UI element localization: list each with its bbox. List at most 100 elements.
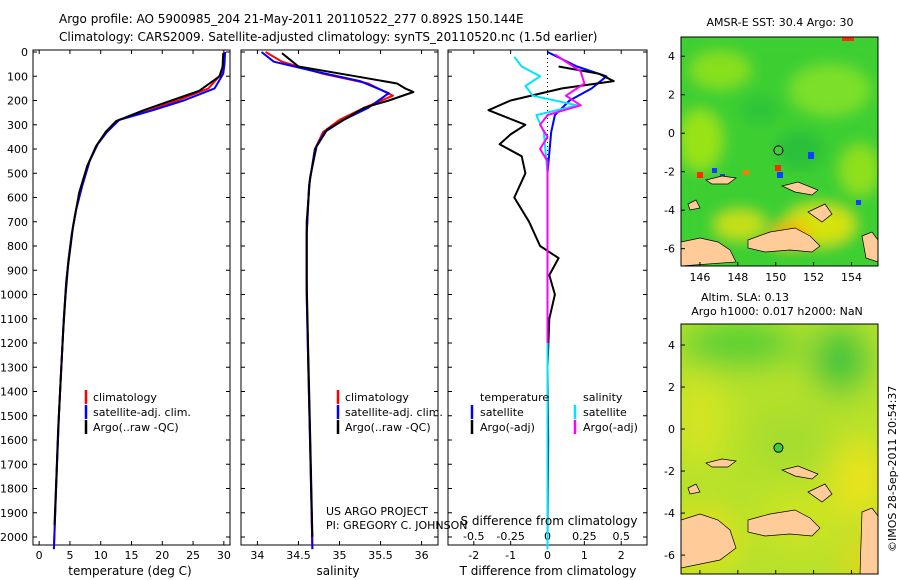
legend-argo: Argo(..raw -QC) xyxy=(93,421,179,434)
x-tick-label: 34.5 xyxy=(286,549,311,562)
argo-position-marker xyxy=(773,145,784,156)
map-y-tick-label: -4 xyxy=(664,507,675,520)
map-y-tick-label: -6 xyxy=(664,243,675,256)
map-y-tick-label: -4 xyxy=(664,204,675,217)
legend-satellite: satellite-adj. clim. xyxy=(345,406,443,419)
legend-climatology: climatology xyxy=(93,391,157,404)
y-tick-label: 1600 xyxy=(0,434,28,447)
map-y-tick-label: -6 xyxy=(664,549,675,562)
series-line-satellite-adj-clim- xyxy=(52,51,227,550)
map-x-tick-label: 154 xyxy=(841,271,862,284)
y-tick-label: 400 xyxy=(7,143,28,156)
sla-map xyxy=(681,324,878,574)
x-tick-label-secondary: 0.5 xyxy=(612,530,630,543)
y-tick-label: 1700 xyxy=(0,458,28,471)
map-x-tick-label: 146 xyxy=(689,271,710,284)
series-line-climatology xyxy=(265,51,394,550)
x-tick-label: -1 xyxy=(505,549,516,562)
legend-t-satellite: satellite xyxy=(480,406,524,419)
y-tick-label: 1100 xyxy=(0,313,28,326)
legend-s-satellite: satellite xyxy=(583,406,627,419)
x-tick-label: 5 xyxy=(66,549,73,562)
series-line-argo-raw-qc- xyxy=(53,53,225,525)
y-tick-label: 600 xyxy=(7,192,28,205)
y-tick-label: 0 xyxy=(21,46,28,59)
series-line-argo-raw-qc- xyxy=(281,52,415,538)
map-y-tick-label: 0 xyxy=(668,127,675,140)
x-tick-label: 35.5 xyxy=(368,549,393,562)
y-tick-label: 1000 xyxy=(0,289,28,302)
map-y-tick-label: 2 xyxy=(668,381,675,394)
y-tick-label: 300 xyxy=(7,119,28,132)
temperature-legend: climatology satellite-adj. clim. Argo(..… xyxy=(84,390,191,434)
sst-map-frame xyxy=(680,36,879,267)
y-tick-label: 500 xyxy=(7,167,28,180)
x-tick-label: 25 xyxy=(186,549,200,562)
x-tick-label: 0 xyxy=(36,549,43,562)
series-line-satellite-adj-clim- xyxy=(260,51,390,550)
sla-map-title-1: Altim. SLA: 0.13 xyxy=(701,291,789,304)
project-annotation: US ARGO PROJECT xyxy=(326,505,428,518)
x-tick-label: 1 xyxy=(581,549,588,562)
legend-climatology: climatology xyxy=(345,391,409,404)
profile-series xyxy=(52,51,615,550)
map-x-tick-label: 148 xyxy=(727,271,748,284)
imos-timestamp: ©IMOS 28-Sep-2011 20:54:37 xyxy=(886,386,899,552)
legend-t-argo: Argo(-adj) xyxy=(480,421,535,434)
y-tick-label: 700 xyxy=(7,216,28,229)
map-y-tick-label: 4 xyxy=(668,50,675,63)
x-tick-label: 2 xyxy=(618,549,625,562)
legend-temperature-header: temperature xyxy=(480,391,549,404)
x-tick-label-secondary: -0.25 xyxy=(496,530,524,543)
y-tick-label: 2000 xyxy=(0,531,28,544)
series-line-s-satellite xyxy=(513,56,578,550)
legend-s-argo: Argo(-adj) xyxy=(583,421,638,434)
x-tick-label: 30 xyxy=(217,549,231,562)
title-line-2: Climatology: CARS2009. Satellite-adjuste… xyxy=(59,30,597,44)
map-x-tick-label: 150 xyxy=(765,271,786,284)
difference-legend: temperature satellite Argo(-adj) salinit… xyxy=(470,391,638,434)
legend-salinity-header: salinity xyxy=(583,391,623,404)
argo-position-marker xyxy=(773,442,784,453)
y-tick-label: 1800 xyxy=(0,483,28,496)
x-tick-label: 15 xyxy=(125,549,139,562)
map-y-tick-label: -2 xyxy=(664,166,675,179)
x-tick-label-secondary: -0.5 xyxy=(463,530,484,543)
y-tick-label: 1200 xyxy=(0,337,28,350)
difference-xlabel-s: S difference from climatology xyxy=(461,514,638,528)
axis-ticks: 0 5 10 15 20 25 300100200300400500600700800900… xyxy=(0,46,647,562)
x-tick-label: 10 xyxy=(94,549,108,562)
y-tick-label: 800 xyxy=(7,240,28,253)
x-tick-label: 35 xyxy=(333,549,347,562)
map-y-tick-label: 0 xyxy=(668,423,675,436)
sst-map-ticks: 146 148 150 152 154 4 2 0 -2 -4 -6 xyxy=(664,50,862,284)
x-tick-label: 20 xyxy=(155,549,169,562)
salinity-xlabel: salinity xyxy=(316,564,359,578)
temperature-xlabel: temperature (deg C) xyxy=(68,564,191,578)
y-tick-label: 1400 xyxy=(0,386,28,399)
legend-argo: Argo(..raw -QC) xyxy=(345,421,431,434)
legend-satellite: satellite-adj. clim. xyxy=(93,406,191,419)
salinity-legend: climatology satellite-adj. clim. Argo(..… xyxy=(336,390,443,434)
x-tick-label: 36 xyxy=(415,549,429,562)
y-tick-label: 1300 xyxy=(0,361,28,374)
map-y-tick-label: -2 xyxy=(664,465,675,478)
y-tick-label: 1900 xyxy=(0,507,28,520)
map-y-tick-label: 4 xyxy=(668,339,675,352)
sst-map xyxy=(681,37,878,266)
pi-annotation: PI: GREGORY C. JOHNSON xyxy=(326,519,467,532)
series-line-s-argo-adj- xyxy=(539,53,586,343)
sst-map-title: AMSR-E SST: 30.4 Argo: 30 xyxy=(706,16,853,29)
y-tick-label: 200 xyxy=(7,95,28,108)
map-x-tick-label: 152 xyxy=(803,271,824,284)
sla-map-frame xyxy=(680,323,879,575)
series-line-climatology xyxy=(52,51,225,550)
series-line-t-argo-adj- xyxy=(487,65,615,538)
difference-xlabel-t: T difference from climatology xyxy=(459,564,637,578)
temperature-plot-frame xyxy=(32,49,231,546)
y-tick-label: 100 xyxy=(7,70,28,83)
map-y-tick-label: 2 xyxy=(668,89,675,102)
x-tick-label-secondary: 0.25 xyxy=(572,530,597,543)
y-tick-label: 1500 xyxy=(0,410,28,423)
